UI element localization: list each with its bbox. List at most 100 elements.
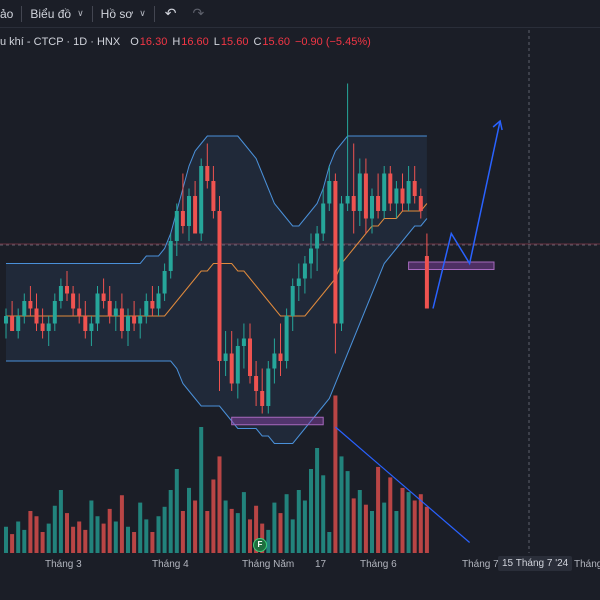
volume-bar [162,506,167,553]
profile-dropdown[interactable]: Hồ sơ ∨ [93,0,154,28]
candle-body [174,211,179,241]
toolbar-divider [21,5,23,22]
candle-body [370,196,374,219]
candle-body [302,263,307,279]
toolbar-item-cut-label: ảo [0,6,14,21]
candle-body [40,323,45,331]
candle-body [28,301,33,309]
candle-body [180,211,185,226]
volume-bar [180,511,185,553]
volume-bar [394,511,399,553]
bollinger-upper-line [6,135,427,264]
candle-body [272,353,277,369]
volume-bar [199,427,204,553]
candle-body [107,301,112,316]
candle-body [187,196,191,226]
candle-body [406,181,411,204]
candle-body [254,376,259,391]
candle-body [412,181,417,196]
candle-body [418,196,423,211]
candle-body [327,181,332,204]
candle-body [339,203,344,324]
volume-bar [156,516,161,553]
volume-bar [272,502,277,553]
chevron-down-icon: ∨ [139,8,146,18]
candle-body [22,301,27,316]
candle-body [394,188,399,204]
volume-bar [309,469,313,553]
support-zone [231,416,324,426]
candle-body [16,316,21,331]
candle-body [199,166,204,234]
volume-bar [315,448,320,553]
candle-body [4,316,8,324]
low-label: L [213,36,220,48]
candle-body [71,293,76,309]
candle-body [205,166,210,181]
undo-icon[interactable]: ↶ [164,5,177,21]
top-toolbar: ảo Biểu đồ ∨ Hồ sơ ∨ ↶ ↷ [0,0,600,28]
financial-event-badge[interactable]: F [253,538,267,552]
volume-bar [217,456,222,553]
change-value: −0.90 (−5.45%) [294,36,371,48]
open-value: 16.30 [139,36,168,48]
volume-bar [327,532,332,553]
symbol-legend: u khí - CTCP · 1D · HNX O 16.30 H 16.60 … [0,35,376,49]
time-axis[interactable]: Tháng 3 Tháng 4 Tháng Năm 17 Tháng 6 Thá… [0,555,600,575]
candle-body [83,316,88,331]
candle-body [351,196,356,211]
volume-bar [424,506,429,553]
volume-bar [400,487,405,553]
volume-bar [83,529,88,553]
candle-body [168,241,173,271]
bollinger-band-fill [6,136,427,444]
candle-body [309,248,313,264]
volume-bar [284,494,289,553]
toolbar-divider [153,5,155,22]
volume-bar [113,521,118,553]
symbol-title[interactable]: u khí - CTCP · 1D · HNX [0,36,121,48]
volume-bar [174,469,179,553]
x-tick: Tháng 4 [152,559,189,570]
candle-body [235,346,240,384]
projection-arrowhead [492,119,503,131]
volume-bar [126,526,130,553]
volume-bar [412,500,417,553]
candle-body [315,233,320,249]
candle-body [400,188,405,204]
volume-bar [376,466,381,553]
candle-body [144,301,149,316]
bollinger-middle-line [6,203,428,317]
candle-body [95,293,100,324]
volume-bar [46,523,51,553]
volume-bar [10,534,15,553]
volume-bar [370,511,374,553]
volume-bar [138,502,143,553]
chart-type-dropdown[interactable]: Biểu đồ ∨ [22,0,91,28]
redo-icon[interactable]: ↷ [192,5,205,21]
candle-body [388,173,393,204]
candle-body [296,278,301,286]
volume-bar [211,479,216,553]
x-tick: Tháng 7 [462,559,499,570]
volume-bar [333,395,338,553]
toolbar-item-cut[interactable]: ảo [0,0,21,28]
volume-bar [418,494,423,553]
volume-bar [22,529,27,553]
close-label: C [253,36,262,48]
volume-bar [254,505,259,553]
volume-bar [266,529,271,553]
candle-body [89,323,94,331]
volume-bar [382,502,387,553]
candle-body [217,211,222,361]
volume-bar [339,456,344,553]
candle-body [34,308,39,324]
chevron-down-icon: ∨ [77,8,84,18]
candle-body [321,203,326,234]
candle-body [52,301,57,324]
close-value: 15.60 [262,36,290,48]
volume-bar [71,526,76,553]
candle-body [126,316,130,331]
volume-bar [4,526,8,553]
